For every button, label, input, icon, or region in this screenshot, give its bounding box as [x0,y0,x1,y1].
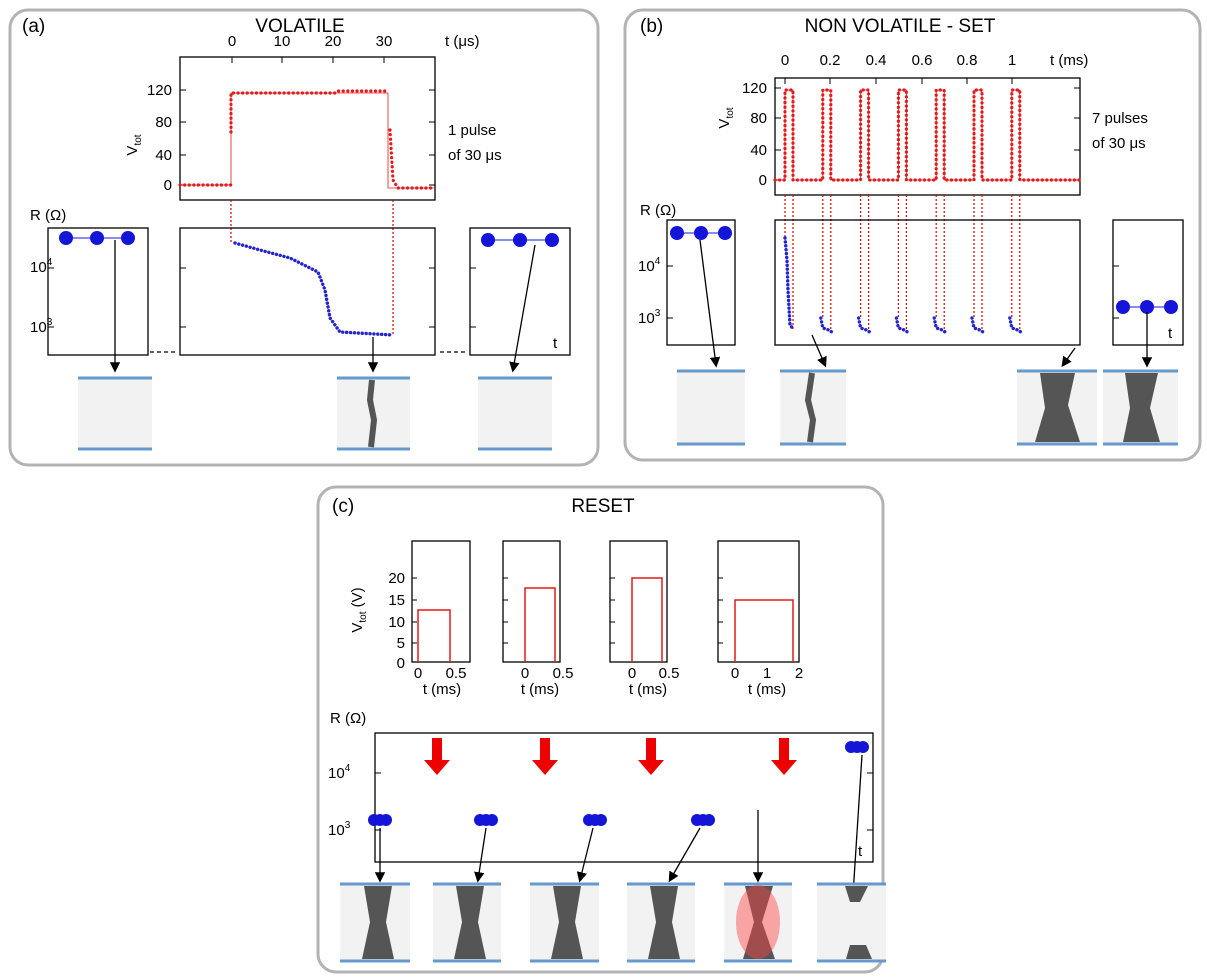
snapshots [677,369,1178,446]
panel-title: VOLATILE [255,16,344,37]
r-tick-label: 103 [328,820,351,839]
snapshots [78,376,552,451]
t-label: t [553,335,558,352]
t-label: t [1168,325,1173,342]
y-tick-label: 0 [164,177,172,194]
x-tick-label: 0.5 [553,665,574,682]
x-axis-label: t (ms) [1050,52,1088,69]
x-tick-label: 0.6 [912,52,933,69]
x-tick-label: 0 [628,665,636,682]
voltage-trace [178,89,437,190]
plot-frame [179,56,436,201]
y-tick-label: 15 [388,592,405,609]
y-tick-label: 0 [397,655,405,672]
annotation: of 30 μs [448,147,502,164]
r-tick-label: 104 [328,763,351,782]
resistance-trace [233,241,395,337]
x-ticks: 0 10 20 30 t (μs) [180,33,479,186]
x-tick-label: 0 [521,665,529,682]
r-tick-label: 103 [30,317,53,336]
x-tick-label: 0.2 [820,52,841,69]
x-tick-label: 0.4 [866,52,887,69]
x-tick-label: 0 [228,33,236,50]
x-axis-label: t (μs) [445,33,479,50]
annotation: of 30 μs [1092,135,1146,152]
panel-label: (c) [332,496,354,517]
x-axis-label: t (ms) [423,681,461,698]
panel-frame [8,8,600,467]
x-tick-label: 0 [781,52,789,69]
y-axis-label: Vtot [716,107,736,128]
y-tick-label: 80 [750,110,767,127]
t-label: t [858,843,863,860]
panel-b: (b) NON VOLATILE - SET 0 0.2 0.4 0.6 0.8… [623,8,1202,462]
voltage-trace [773,88,1082,330]
y-tick-label: 120 [147,82,172,99]
snapshots [340,882,886,963]
panel-title: NON VOLATILE - SET [805,16,996,37]
panel-c: (c) RESET 0 5 10 15 20 Vtot (V) 0 0.5t (m… [316,485,886,974]
panel-label: (a) [22,16,45,37]
x-tick-label: 0.8 [957,52,978,69]
panel-title: RESET [571,496,635,517]
y-tick-label: 20 [388,570,405,587]
y-axis-label: Vtot (V) [349,587,369,632]
y-tick-label: 120 [742,80,767,97]
y-tick-label: 40 [155,147,172,164]
annotation: 7 pulses [1092,110,1148,127]
r-tick-label: 103 [638,308,661,327]
x-tick-label: 0.5 [659,665,680,682]
y-tick-label: 0 [759,172,767,189]
panel-a: (a) VOLATILE 0 10 20 30 t (μs) 0 40 80 1… [8,8,600,467]
resistance-trace [783,236,1023,334]
voltage-dots [773,88,1082,182]
annotation: 1 pulse [448,122,496,139]
resistance-dots [783,236,1023,334]
x-tick-label: 0 [731,665,739,682]
y-tick-label: 80 [155,114,172,131]
x-tick-label: 2 [795,665,803,682]
x-axis-label: t (ms) [521,681,559,698]
x-axis-label: t (ms) [748,681,786,698]
y-axis-label: Vtot [124,134,144,155]
x-tick-label: 20 [325,33,342,50]
red-arrows [424,738,797,775]
r-tick-label: 104 [638,256,661,275]
x-tick-label: 10 [274,33,291,50]
x-tick-label: 0 [414,665,422,682]
r-tick-label: 104 [30,257,53,276]
x-axis-label: t (ms) [629,681,667,698]
y-tick-label: 40 [750,142,767,159]
panel-label: (b) [640,16,663,37]
r-axis-label: R (Ω) [640,202,676,219]
x-tick-label: 1 [763,665,771,682]
x-tick-label: 1 [1008,52,1016,69]
y-tick-label: 5 [397,635,405,652]
x-tick-label: 30 [376,33,393,50]
r-axis-label: R (Ω) [30,207,66,224]
x-tick-label: 0.5 [446,665,467,682]
r-axis-label: R (Ω) [330,710,366,727]
y-tick-label: 10 [388,614,405,631]
